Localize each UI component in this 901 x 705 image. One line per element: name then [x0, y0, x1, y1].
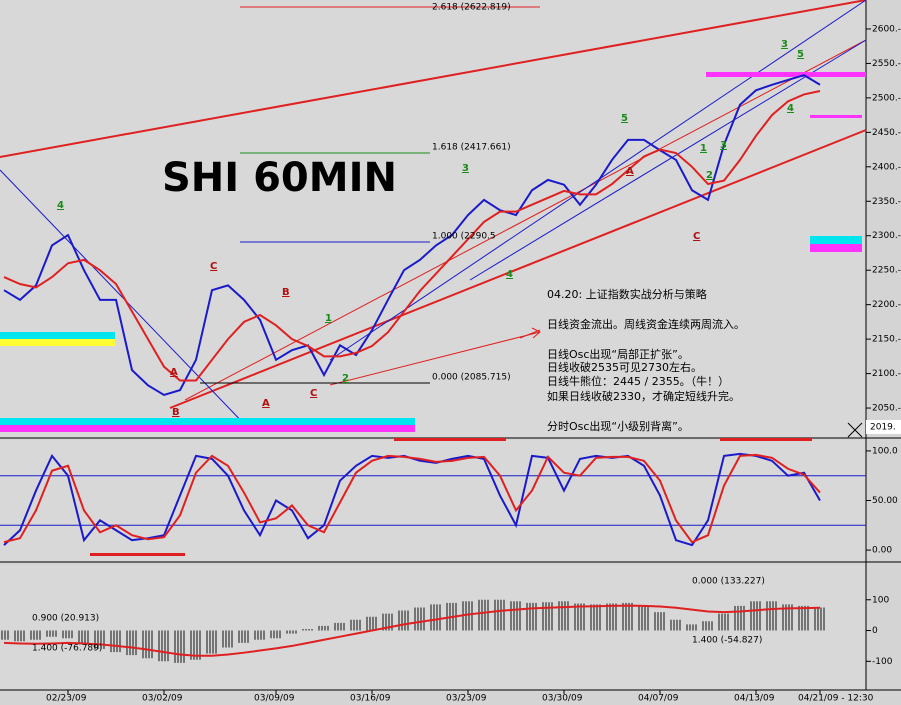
x-tick-label: 03/09/09 — [254, 694, 295, 704]
y-tick-label: 2350.- — [872, 197, 901, 207]
macd-label: 1.400 (-54.827) — [692, 636, 762, 646]
wave-label: C — [693, 231, 700, 242]
analysis-note: 日线资金流出。周线资金连续两周流入。 — [547, 317, 745, 331]
series-line — [3, 453, 821, 544]
marker — [90, 553, 185, 556]
arrow — [329, 327, 541, 386]
wave-label: A — [170, 367, 178, 378]
x-tick-label: 04/07/09 — [638, 694, 679, 704]
trend-line — [169, 129, 867, 409]
zone-bar — [0, 339, 115, 346]
trend-line — [184, 39, 867, 401]
y-tick-label: 2100.- — [872, 369, 901, 379]
corner-label: 2019. — [870, 423, 896, 433]
y-tick-label: 2550.- — [872, 59, 901, 69]
trend-line — [469, 39, 867, 281]
wave-label: 5 — [797, 49, 804, 60]
x-tick-label: 04/13/09 — [734, 694, 775, 704]
y-tick-label: 2500.- — [872, 93, 901, 103]
wave-label: 4 — [506, 269, 513, 280]
wave-label: 3 — [720, 140, 727, 151]
analysis-note: 日线收破2535可见2730左右。 — [547, 360, 702, 374]
wave-label: C — [310, 388, 317, 399]
analysis-note: 04.20: 上证指数实战分析与策略 — [547, 287, 707, 301]
x-tick-label: 04/21/09 - 12:30 — [798, 694, 874, 704]
zone-bar — [0, 332, 115, 339]
series-line — [3, 90, 821, 382]
marker — [394, 438, 506, 441]
osc-panel — [0, 440, 866, 561]
series-line — [3, 74, 821, 397]
y-tick-label: 2600.- — [872, 24, 901, 34]
y-tick-label: 2200.- — [872, 300, 901, 310]
x-tick-label: 03/23/09 — [446, 694, 487, 704]
y-tick-label: 0 — [872, 626, 878, 636]
marker — [720, 438, 812, 441]
x-tick-label: 02/23/09 — [46, 694, 87, 704]
zone-bar — [0, 418, 415, 425]
wave-label: C — [210, 261, 217, 272]
x-tick-label: 03/30/09 — [542, 694, 583, 704]
y-tick-label: 0.00 — [872, 546, 892, 556]
y-tick-label: -100 — [872, 657, 893, 667]
wave-label: B — [172, 407, 180, 418]
close-icon[interactable] — [847, 422, 863, 438]
analysis-note: 分时Osc出现“小级别背离”。 — [547, 419, 689, 433]
wave-label: 4 — [57, 200, 64, 211]
wave-label: B — [282, 287, 290, 298]
macd-label: 1.400 (-76.789) — [32, 644, 102, 654]
y-tick-label: 2050.- — [872, 404, 901, 414]
fib-label: 1.618 (2417.661) — [432, 143, 511, 153]
fib-label: 2.618 (2622.819) — [432, 3, 511, 13]
wave-label: 3 — [462, 163, 469, 174]
wave-label: 2 — [706, 170, 713, 181]
y-tick-label: 100.0 — [872, 446, 898, 456]
wave-label: 4 — [787, 103, 794, 114]
wave-label: 1 — [325, 313, 332, 324]
y-tick-label: 2400.- — [872, 162, 901, 172]
y-tick-label: 2250.- — [872, 266, 901, 276]
zone-bar — [810, 244, 862, 252]
analysis-note: 日线Osc出现“局部正扩张”。 — [547, 347, 689, 361]
wave-label: A — [626, 166, 634, 177]
y-tick-label: 100 — [872, 595, 889, 605]
analysis-note: 日线牛熊位：2445 / 2355。（牛！） — [547, 374, 729, 388]
x-tick-label: 03/02/09 — [142, 694, 183, 704]
y-tick-label: 50.00 — [872, 496, 898, 506]
price-panel — [0, 0, 866, 437]
series-line — [3, 604, 821, 657]
wave-label: 3 — [781, 39, 788, 50]
macd-label: 0.000 (133.227) — [692, 577, 765, 587]
zone-bar — [706, 72, 866, 77]
y-tick-label: 2150.- — [872, 335, 901, 345]
y-tick-label: 2300.- — [872, 231, 901, 241]
wave-label: 5 — [621, 113, 628, 124]
right-axis — [866, 0, 901, 705]
y-tick-label: 2450.- — [872, 128, 901, 138]
analysis-note: 如果日线收破2330，才确定短线升完。 — [547, 389, 740, 403]
corner-box — [866, 420, 901, 434]
zone-bar — [810, 236, 862, 244]
wave-label: 2 — [342, 373, 349, 384]
trend-line — [0, 0, 867, 158]
fib-label: 0.000 (2085.715) — [432, 373, 511, 383]
chart-title: SHI 60MIN — [162, 155, 397, 201]
wave-label: 1 — [700, 143, 707, 154]
zone-bar — [810, 115, 862, 118]
x-tick-label: 03/16/09 — [350, 694, 391, 704]
zone-bar — [0, 425, 415, 432]
wave-label: A — [262, 398, 270, 409]
fib-label: 1.000 (2290.5 — [432, 232, 496, 242]
macd-label: 0.900 (20.913) — [32, 614, 99, 624]
